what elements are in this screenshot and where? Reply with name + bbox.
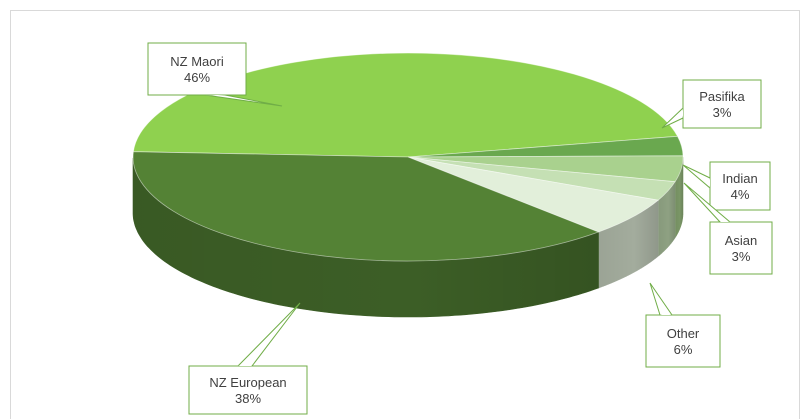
callout-pointer — [682, 164, 711, 190]
pie-slice-nz-maori — [132, 52, 679, 158]
pie-side-shade — [598, 200, 659, 288]
callout-category: Asian — [725, 233, 758, 248]
callout-percent: 46% — [184, 70, 210, 85]
callout-category: Other — [667, 326, 700, 341]
pie-side-layer — [132, 157, 684, 318]
callout-category: Pasifika — [699, 89, 745, 104]
callout-percent: 3% — [713, 105, 732, 120]
pie-side-shade — [658, 181, 676, 257]
callout-seam — [708, 178, 710, 188]
callout-box — [147, 42, 247, 96]
callout-pointer — [236, 302, 301, 367]
callout-box — [682, 79, 762, 129]
callout-category: NZ Maori — [170, 54, 224, 69]
callout-percent: 38% — [235, 391, 261, 406]
pie-slice-nz-european — [132, 151, 600, 262]
callout-pointer — [661, 106, 684, 129]
callout-category: NZ European — [209, 375, 286, 390]
callout-seam — [720, 220, 730, 222]
callout-seam — [238, 363, 252, 366]
pie-side-shade — [675, 157, 683, 238]
callout-box — [709, 161, 771, 211]
callout-seam — [660, 313, 672, 315]
callout-category: Indian — [722, 171, 757, 186]
callout-box — [709, 221, 773, 275]
callout-seam — [682, 108, 683, 118]
callout-percent: 4% — [731, 187, 750, 202]
callout-pointer — [649, 282, 673, 316]
pie-side-shade — [133, 157, 599, 317]
callout-percent: 3% — [732, 249, 751, 264]
pie-top-layer — [132, 52, 684, 262]
callout-box — [645, 314, 721, 368]
callout-layer: NZ Maori46%Pasifika3%Indian4%Asian3%Othe… — [147, 42, 773, 415]
callout-percent: 6% — [674, 342, 693, 357]
callout-box — [188, 365, 308, 415]
